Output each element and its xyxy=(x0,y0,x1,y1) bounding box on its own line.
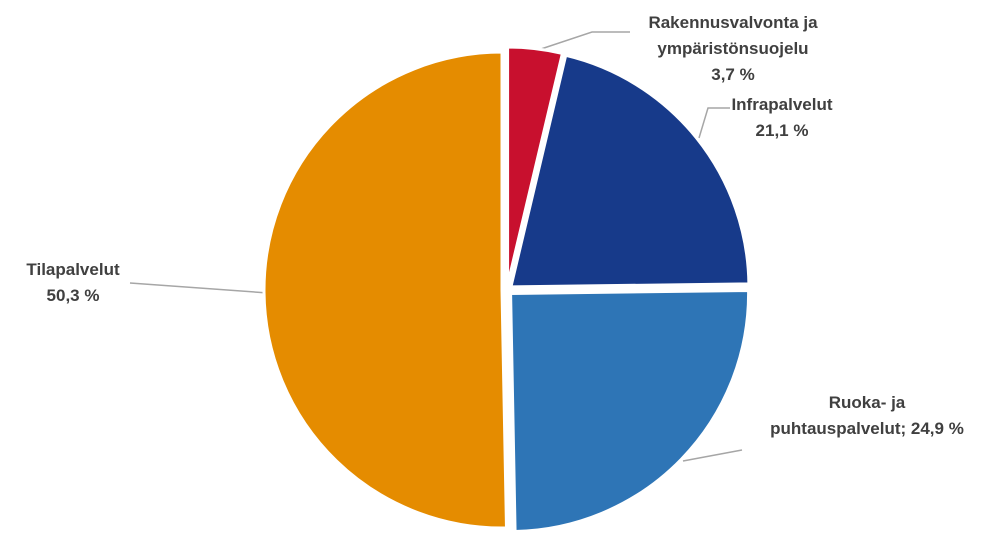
leader-line-2 xyxy=(698,107,730,139)
pie-slice-1 xyxy=(506,45,565,286)
data-label-line: Tilapalvelut xyxy=(26,260,120,279)
data-label-line: Rakennusvalvonta ja xyxy=(648,13,818,32)
leader-line-4 xyxy=(129,282,269,294)
data-label-line: 50,3 % xyxy=(47,286,100,305)
data-label-4: Tilapalvelut 50,3 % xyxy=(26,260,120,305)
leader-line-3 xyxy=(682,449,743,462)
pie-slice-4 xyxy=(262,50,509,530)
leader-line-1 xyxy=(534,31,630,52)
pie-slice-3 xyxy=(509,288,751,533)
leader-lines xyxy=(129,31,743,462)
pie-slices xyxy=(262,45,751,533)
data-label-line: ympäristönsuojelu xyxy=(657,39,808,58)
data-label-1: Rakennusvalvonta ja ympäristönsuojelu 3,7 … xyxy=(648,13,818,84)
data-label-2: Infrapalvelut 21,1 % xyxy=(731,95,832,140)
data-label-line: 3,7 % xyxy=(711,65,754,84)
data-labels: Rakennusvalvonta ja ympäristönsuojelu 3,7 … xyxy=(26,13,963,438)
data-label-line: Infrapalvelut xyxy=(731,95,832,114)
data-label-line: puhtauspalvelut; 24,9 % xyxy=(770,419,964,438)
data-label-line: 21,1 % xyxy=(756,121,809,140)
data-label-line: Ruoka- ja xyxy=(829,393,906,412)
pie-slice-2 xyxy=(508,53,751,289)
data-label-3: Ruoka- ja puhtauspalvelut; 24,9 % xyxy=(770,393,964,438)
